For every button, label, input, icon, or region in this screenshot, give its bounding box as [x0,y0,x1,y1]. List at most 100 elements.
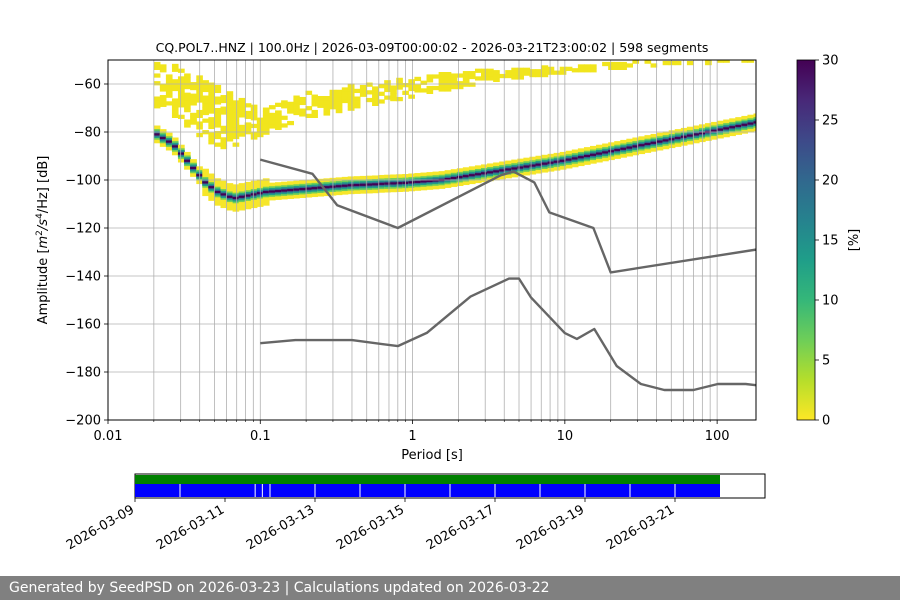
psd-cell-upper [299,112,307,117]
psd-cell-upper [232,131,240,136]
psd-cell-upper [232,100,240,105]
psd-cell-upper [414,84,422,89]
psd-cell-upper [353,88,361,94]
psd-cell-mode [674,136,682,140]
colorbar-gradient [796,59,816,421]
psd-cell-upper [287,109,295,114]
psd-figure: CQ.POL7..HNZ | 100.0Hz | 2026-03-09T00:0… [35,40,862,553]
psd-cell-upper [438,79,446,84]
psd-cell-upper [293,99,300,104]
psd-cell-upper [153,65,161,70]
grid-lines [108,60,756,420]
psd-cell-mode [614,148,621,152]
psd-cell-upper [384,84,391,89]
psd-cell-upper [177,87,185,93]
psd-cell-upper [450,73,458,78]
psd-cell-upper [650,63,658,68]
psd-cell-mode [577,156,585,159]
colorbar-tick-label: 25 [822,114,839,129]
psd-cell-upper [686,60,694,66]
psd-cell-upper [444,83,452,88]
colorbar-label: [%] [847,229,862,252]
psd-cell-upper [177,99,185,104]
psd-cell-upper [341,95,349,100]
psd-cell-upper [505,70,512,75]
psd-cell-upper [153,104,161,109]
y-label-part: /Hz] [dB] [36,156,51,214]
psd-cell-upper [250,135,258,140]
data-availability-bar [135,475,720,484]
psd-cell-upper [299,108,307,113]
psd-cell-upper [238,101,246,106]
psd-cell-mode [535,163,543,166]
psd-cell-upper [268,116,276,121]
psd-cell-upper [262,119,270,124]
psd-cell-mode [529,164,537,167]
y-label-part: 2 [35,230,45,236]
psd-cell-upper [365,90,373,95]
psd-cell-mode [481,172,488,175]
psd-cell-mode [686,134,694,137]
psd-cell-mode [341,184,349,187]
psd-cell-upper [444,79,452,84]
y-tick-label: −60 [74,78,101,93]
psd-cell-upper [159,68,167,73]
psd-cell-upper [347,83,355,88]
date-tick-label: 2026-03-09 [64,502,137,553]
psd-cell-upper [214,111,222,117]
psd-cell-mode [177,152,185,155]
date-tick-label: 2026-03-13 [244,502,317,553]
psd-cell-upper [238,97,246,103]
psd-cell-upper [159,102,167,107]
psd-cell-upper [171,79,179,84]
psd-cell-upper [305,106,313,111]
y-tick-label: −80 [74,126,101,141]
psd-cell-mode [238,195,246,198]
psd-cell-upper [262,107,270,112]
psd-cell-mode [244,194,252,197]
y-axis-label: Amplitude [m2/s4/Hz] [dB] [35,156,51,325]
date-tick-label: 2026-03-17 [424,502,497,553]
psd-cell-upper [468,74,476,80]
psd-cell-upper [432,74,440,79]
psd-cell-upper [153,100,161,105]
psd-cell-mode [281,189,288,192]
psd-cell-upper [450,84,458,90]
psd-cell-upper [190,85,197,91]
psd-cell-upper [250,123,258,129]
psd-cell-upper [444,72,452,77]
psd-cell-upper [372,97,379,103]
psd-cell-upper [190,112,197,118]
psd-cell-upper [668,60,676,66]
psd-cell-upper [220,125,228,130]
psd-cell-upper [499,73,506,79]
psd-cell-mode [493,170,500,173]
psd-cell-mode [390,182,397,185]
x-tick-label: 0.01 [94,429,123,444]
psd-cell-upper [250,108,258,113]
psd-cell-upper [456,84,464,90]
psd-cell-upper [226,110,234,115]
psd-cell-upper [305,90,313,95]
psd-cell-upper [529,69,537,74]
psd-cell-mode [275,189,282,193]
psd-cell-upper [353,104,361,109]
psd-cell-upper [184,92,191,97]
psd-cell-upper [226,118,234,123]
psd-cell-upper [626,63,633,68]
psd-cell-upper [177,103,185,108]
psd-cell-upper [323,103,331,108]
psd-cell-upper [456,81,464,86]
psd-cell-upper [226,137,234,142]
psd-cell-mode [214,190,222,194]
psd-cell-upper [159,83,167,88]
psd-cell-mode [632,145,640,148]
psd-cell-upper [171,109,179,115]
psd-cell-upper [541,65,549,70]
psd-cell-upper [493,73,500,79]
psd-cell-upper [171,83,179,88]
psd-cell-upper [208,90,216,95]
psd-cell-upper [741,60,749,63]
psd-cell-upper [444,87,452,92]
psd-cell-upper [293,95,300,100]
